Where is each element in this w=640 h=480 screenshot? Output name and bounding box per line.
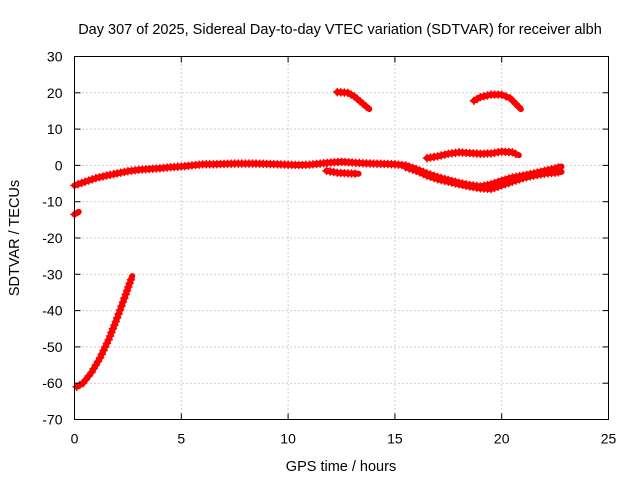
data-point (117, 301, 126, 311)
series-arc-high-mid-markers (332, 87, 371, 111)
data-point (111, 317, 121, 326)
data-point (404, 164, 414, 173)
y-tick-label: 30 (47, 49, 63, 65)
data-point (84, 176, 94, 185)
data-point (518, 173, 528, 183)
data-point (120, 293, 129, 303)
data-point (504, 178, 514, 188)
x-axis-label: GPS time / hours (286, 459, 396, 475)
x-tick-label: 20 (494, 431, 510, 447)
data-point (361, 102, 371, 111)
data-point (80, 177, 90, 187)
y-tick-label: -60 (42, 375, 62, 391)
data-point (126, 275, 136, 285)
x-tick-label: 10 (280, 431, 296, 447)
data-point (433, 174, 442, 184)
data-point (110, 320, 119, 330)
data-point (108, 324, 118, 334)
y-tick-label: -40 (42, 303, 62, 319)
data-point (447, 178, 457, 187)
data-point (112, 313, 122, 323)
gridlines (74, 56, 609, 420)
y-tick-label: -50 (42, 339, 62, 355)
data-point (433, 152, 442, 161)
data-point (77, 178, 86, 188)
data-point (118, 297, 128, 307)
data-point (500, 179, 510, 189)
data-point (479, 92, 489, 101)
data-point (105, 331, 115, 341)
x-tick-label: 5 (177, 431, 185, 447)
y-tick-label: -20 (42, 230, 62, 246)
data-point (476, 92, 485, 102)
data-point (426, 172, 435, 182)
data-point (114, 309, 123, 319)
series-arc-main-left-markers (70, 157, 396, 190)
data-point (121, 289, 131, 299)
data-point (440, 176, 450, 186)
data-point (513, 102, 523, 111)
y-tick-label: -10 (42, 194, 62, 210)
data-point (408, 165, 417, 174)
data-point (490, 183, 499, 193)
series-arc-upper-mid-markers (422, 147, 520, 163)
x-tick-label: 15 (387, 431, 403, 447)
data-point (422, 171, 432, 180)
y-tick-label: 0 (55, 157, 63, 173)
data-point (115, 305, 125, 315)
data-series (70, 87, 565, 392)
data-point (483, 91, 492, 100)
series-arc-main-left-lower-markers (322, 166, 360, 178)
data-point (515, 175, 524, 184)
data-point (98, 172, 108, 181)
series-arc-descending-left-markers (72, 275, 136, 392)
series-arc-high-right-markers (469, 90, 523, 111)
data-point (104, 335, 113, 344)
data-point (122, 286, 132, 295)
y-tick-label: 20 (47, 85, 63, 101)
y-tick-label: -30 (42, 266, 62, 282)
x-tick-label: 0 (71, 431, 79, 447)
data-point (88, 175, 97, 184)
data-point (511, 176, 521, 185)
data-point (73, 179, 83, 189)
data-point (451, 179, 460, 188)
data-point (486, 184, 496, 194)
data-point (95, 172, 104, 182)
data-point (501, 92, 511, 101)
data-point (554, 167, 563, 177)
y-tick-label: 10 (47, 121, 63, 137)
data-point (508, 148, 517, 157)
data-point (497, 90, 506, 99)
data-point (436, 151, 446, 160)
y-tick-label: -70 (42, 412, 62, 428)
data-point (508, 177, 517, 187)
data-point (511, 149, 520, 159)
x-axis-ticks: 0 5 10 15 20 25 (71, 56, 617, 447)
data-point (401, 162, 410, 172)
series-arc-main-right-lower-markers (401, 162, 563, 194)
data-point (525, 172, 535, 181)
data-point (125, 279, 134, 288)
data-point (429, 173, 439, 183)
data-point (522, 172, 531, 182)
data-point (440, 150, 450, 159)
chart-title: Day 307 of 2025, Sidereal Day-to-day VTE… (78, 22, 602, 38)
data-point (493, 182, 503, 191)
x-tick-label: 25 (601, 431, 617, 447)
data-point (350, 169, 360, 178)
y-axis-ticks: -70 -60 -50 -40 -30 -20 -10 0 10 20 30 (42, 49, 609, 428)
data-point (91, 173, 101, 183)
series-arc-descending-left (73, 273, 136, 390)
data-point (436, 175, 446, 185)
y-axis-label: SDTVAR / TECUs (7, 180, 23, 296)
data-point (107, 328, 116, 337)
data-point (444, 177, 453, 187)
data-point (497, 181, 506, 190)
data-point (124, 282, 133, 292)
